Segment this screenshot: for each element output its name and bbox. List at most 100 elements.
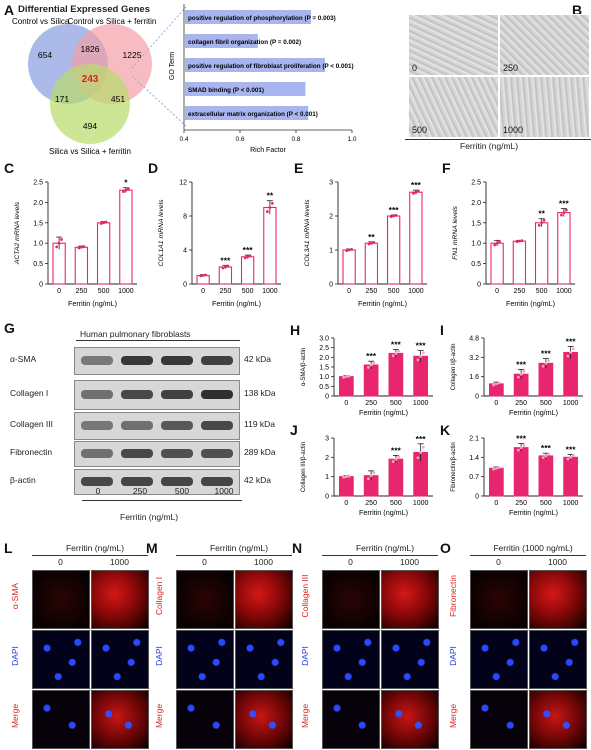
go-tick-label: 0.6 [235,136,244,143]
go-term-label: extracellular matrix organization (P < 0… [188,111,318,118]
wb-membrane [74,380,240,410]
immuno-row-label: DAPI [10,646,20,666]
data-point [562,211,566,214]
data-point [345,249,349,253]
bar-chart-h: 0 0.5 1.0 1.5 2.0 2.5 3.0 α-SMA/β-actin 0 250 *** 5… [301,336,433,417]
immuno-row-label: DAPI [154,646,164,666]
data-point [372,240,376,244]
y-tick-label: 3.2 [469,355,479,362]
data-point [560,213,563,217]
y-tick-label: 1.0 [471,241,481,248]
x-tick-label: 0 [344,400,348,407]
fluorescence-image [235,630,293,689]
data-point [372,471,376,475]
y-tick-label: 1 [329,248,333,255]
fluorescence-image [470,690,528,749]
fluorescence-image [91,690,149,749]
wb-band [81,390,113,399]
data-point [223,265,227,269]
x-tick-label: 500 [540,500,552,507]
data-point [369,363,373,367]
data-point [421,445,425,449]
immuno-row-label: Collagen I [154,576,164,616]
x-axis-label: Ferritin (ng/mL) [358,299,407,308]
fluorescence-image [176,630,234,689]
x-tick-label: 250 [515,500,527,507]
data-point [494,466,498,470]
immuno-header-line [470,555,586,556]
immuno-col-label: 0 [348,557,353,567]
fluorescence-image [91,630,149,689]
phase-contrast-label: 250 [503,63,519,73]
wb-kda-label: 138 kDa [244,388,276,398]
wb-band [201,477,233,486]
go-xlabel: Rich Factor [250,147,286,154]
phase-contrast-image: 0 [408,14,499,76]
wb-kda-label: 42 kDa [244,354,271,364]
data-point [569,455,573,459]
bar [240,256,255,285]
data-point [537,223,541,227]
data-point [394,352,398,355]
immuno-row-label: Fibronectin [448,574,458,618]
panel-label-l: L [4,540,13,556]
data-point [350,247,353,251]
y-tick-label: 2.1 [469,436,479,443]
data-point [367,242,371,246]
x-tick-label: 250 [365,400,377,407]
y-tick-label: 0 [183,282,187,289]
go-bar [185,10,311,24]
x-tick-label: 500 [536,288,548,295]
wb-lane-line [82,500,242,501]
data-point [416,358,420,362]
data-point [492,383,496,387]
x-tick-label: 500 [540,400,552,407]
go-tick-label: 1.0 [347,136,356,143]
wb-membrane [74,469,240,495]
wb-band [161,449,193,458]
venn-diagram: Control vs Silica Control vs Silica + fe… [12,17,156,156]
phase-contrast-grid: 0 250 500 1000 [408,14,590,138]
bar [218,266,233,285]
bar-chart-j: 0 1 2 3 Collagen III/β-actin 0 250 500 *** 1000 **… [301,434,433,517]
y-tick-label: 2.0 [33,200,43,207]
immuno-row-label: Merge [10,703,20,729]
wb-title: Human pulmonary fibroblasts [80,329,191,339]
bar [74,246,89,285]
data-point [204,273,207,277]
immuno-col-label: 1000 [400,557,419,567]
data-point [391,460,395,463]
immuno-header: Ferritin (1000 ng/mL) [493,543,573,553]
y-tick-label: 12 [179,180,187,187]
fluorescence-image [529,570,587,629]
fluorescence-image [381,690,439,749]
data-point [391,354,395,358]
data-point [517,375,520,379]
fluorescence-image [529,630,587,689]
y-tick-label: 4.8 [469,336,479,343]
wb-band [121,390,153,399]
data-point [517,448,520,452]
y-axis-label: α-SMA/β-actin [301,348,307,386]
immuno-row-label: DAPI [448,646,458,666]
panel-label-b: B [572,2,583,18]
data-point [79,245,83,249]
fluorescence-image [322,570,380,629]
y-tick-label: 0 [477,282,481,289]
bar [538,362,554,397]
wb-band [201,449,233,458]
data-point [57,241,61,245]
bar [388,352,404,397]
bar [534,222,549,285]
significance-label: *** [243,245,254,255]
go-term-label: SMAD binding (P < 0.001) [188,87,264,94]
panel-label-i: I [440,322,444,338]
x-tick-label: 0 [57,288,61,295]
x-tick-label: 0 [495,288,499,295]
wb-band [161,390,193,399]
bar-chart-e: 0 1 2 3 COL3A1 mRNA levels 0 250 ** 500 *** 1000 **… [304,180,427,308]
y-tick-label: 2.5 [319,345,329,352]
immuno-row-label: Merge [300,703,310,729]
x-tick-label: 1000 [556,288,572,295]
data-point [270,202,274,205]
